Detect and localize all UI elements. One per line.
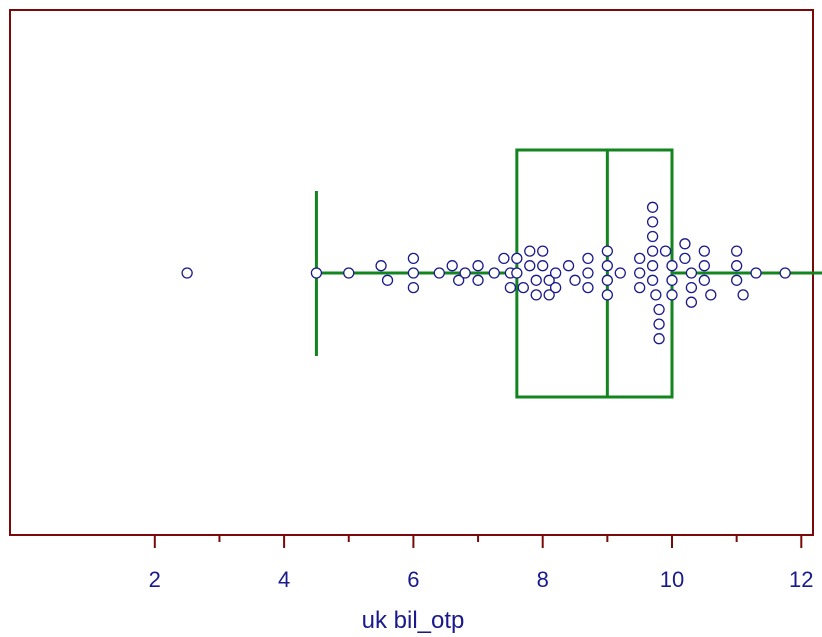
data-point: [343, 267, 355, 279]
data-point: [659, 245, 672, 257]
data-point: [549, 267, 562, 279]
x-tick-label: 12: [789, 567, 813, 592]
data-point: [543, 274, 555, 286]
data-point: [511, 267, 523, 279]
data-point: [650, 289, 662, 301]
data-point: [698, 260, 710, 272]
data-point: [666, 274, 678, 286]
data-point: [453, 274, 465, 286]
data-point: [472, 260, 484, 272]
data-point: [646, 274, 659, 286]
data-point: [511, 252, 523, 265]
data-point: [679, 238, 691, 250]
data-point: [446, 260, 458, 272]
data-point: [634, 252, 646, 265]
data-point: [646, 216, 659, 228]
data-point: [537, 260, 549, 272]
data-point: [601, 289, 613, 301]
x-axis: 2468101214: [10, 534, 814, 592]
data-point: [524, 260, 536, 272]
data-point: [646, 245, 659, 257]
data-point: [634, 267, 646, 279]
data-point: [582, 267, 594, 279]
data-point: [653, 333, 665, 345]
x-tick-label: 4: [278, 567, 290, 592]
data-point: [549, 281, 562, 294]
x-tick-label: 8: [537, 567, 549, 592]
data-point: [181, 267, 193, 279]
x-tick-label: 6: [407, 567, 419, 592]
x-tick-label: 2: [149, 567, 161, 592]
data-point: [381, 274, 394, 286]
data-point: [731, 245, 743, 257]
data-point: [731, 274, 743, 286]
x-axis-title: uk bil_otp: [362, 607, 465, 634]
data-point: [530, 274, 542, 286]
box-plot: [314, 148, 822, 399]
data-point: [698, 274, 710, 286]
data-point: [543, 289, 555, 301]
data-point: [582, 252, 594, 265]
data-point: [685, 281, 698, 294]
data-point: [750, 267, 762, 279]
data-point: [407, 252, 420, 265]
data-point: [601, 245, 613, 257]
data-point: [530, 289, 542, 301]
data-point: [472, 274, 484, 286]
data-point: [488, 267, 500, 279]
data-point: [705, 289, 717, 301]
data-point: [433, 267, 445, 279]
x-tick-label: 10: [660, 567, 684, 592]
data-point: [562, 260, 575, 272]
data-point: [731, 260, 743, 272]
data-point: [685, 267, 698, 279]
data-point: [504, 281, 517, 294]
data-point: [459, 267, 471, 279]
data-point: [407, 281, 420, 294]
data-point: [737, 289, 749, 301]
data-point: [646, 230, 659, 243]
data-point: [679, 252, 691, 265]
data-point: [582, 281, 594, 294]
data-point: [779, 267, 791, 279]
data-points: [181, 201, 791, 345]
data-point: [524, 245, 536, 257]
data-point: [537, 245, 549, 257]
data-point: [685, 296, 698, 308]
data-point: [407, 267, 420, 279]
data-point: [601, 274, 613, 286]
data-point: [646, 260, 659, 272]
data-point: [310, 267, 323, 279]
data-point: [601, 260, 613, 272]
data-point: [375, 260, 387, 272]
interquartile-box: [515, 148, 674, 399]
data-point: [666, 289, 678, 301]
data-point: [517, 281, 529, 294]
data-point: [634, 281, 646, 294]
data-point: [614, 267, 626, 279]
data-point: [698, 245, 710, 257]
data-point: [653, 318, 665, 330]
data-point: [666, 260, 678, 272]
data-point: [498, 252, 510, 265]
data-point: [646, 201, 659, 213]
data-point: [569, 274, 581, 286]
data-point: [653, 303, 665, 316]
